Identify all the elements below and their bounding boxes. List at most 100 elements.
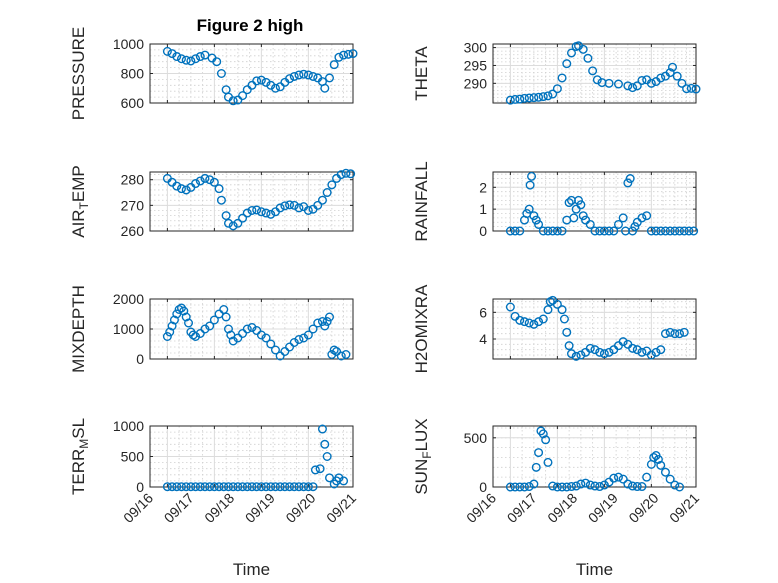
subplot-h2omixra: 4 6 H2OMIXRA bbox=[412, 284, 697, 373]
rainfall-axes-bg bbox=[493, 172, 696, 231]
h2omixra-point bbox=[656, 345, 666, 355]
sun_flux-point bbox=[613, 472, 623, 482]
terr_msl-point bbox=[242, 482, 252, 492]
air_temp-point bbox=[303, 205, 313, 215]
air_temp-axes-bg bbox=[150, 172, 353, 231]
rainfall-axes-box bbox=[492, 171, 697, 232]
rainfall-point bbox=[531, 215, 541, 225]
pressure-point bbox=[191, 54, 201, 64]
theta-ytick-label: 290 bbox=[464, 75, 488, 91]
terr_msl-point bbox=[181, 482, 191, 492]
terr_msl-point bbox=[209, 482, 219, 492]
mixdepth-point bbox=[317, 317, 327, 327]
rainfall-point bbox=[628, 226, 638, 236]
mixdepth-point bbox=[247, 323, 257, 333]
rainfall-point bbox=[689, 226, 699, 236]
h2omixra-point bbox=[519, 317, 529, 327]
theta-point bbox=[592, 75, 602, 85]
sun_flux-point bbox=[543, 457, 553, 467]
mixdepth-point bbox=[303, 330, 313, 340]
subplot-mixdepth: 0 1000 2000 MIXDEPTH bbox=[69, 285, 354, 373]
air_temp-point bbox=[275, 203, 285, 213]
sun_flux-point bbox=[576, 479, 586, 489]
air_temp-point bbox=[216, 195, 226, 205]
pressure-point bbox=[339, 50, 349, 60]
air_temp-ylabel-part: AIR bbox=[69, 209, 88, 237]
pressure-point bbox=[176, 54, 186, 64]
pressure-point bbox=[242, 85, 252, 95]
sun_flux-point bbox=[538, 429, 548, 439]
pressure-ylabel: PRESSURE bbox=[69, 27, 88, 121]
terr_msl-ylabel-subscript: M bbox=[77, 439, 91, 449]
terr_msl-point bbox=[200, 482, 210, 492]
pressure-point bbox=[275, 82, 285, 92]
sun_flux-point bbox=[505, 482, 515, 492]
h2omixra-point bbox=[646, 350, 656, 360]
mixdepth-point bbox=[341, 350, 351, 360]
pressure-point bbox=[238, 91, 248, 101]
h2omixra-point bbox=[599, 349, 609, 359]
pressure-point bbox=[266, 80, 276, 90]
sun_flux-point bbox=[618, 474, 628, 484]
theta-point bbox=[672, 71, 682, 81]
h2omixra-ytick-label: 4 bbox=[479, 331, 487, 347]
h2omixra-point bbox=[543, 305, 553, 315]
rainfall-point bbox=[604, 226, 614, 236]
h2omixra-axes-box bbox=[492, 298, 697, 360]
sun_flux-point bbox=[524, 482, 534, 492]
theta-point bbox=[524, 93, 534, 103]
pressure-point bbox=[186, 56, 196, 66]
pressure-point bbox=[247, 80, 257, 90]
mixdepth-point bbox=[223, 324, 233, 334]
sun_flux-point bbox=[585, 480, 595, 490]
theta-point bbox=[632, 81, 642, 91]
mixdepth-point bbox=[261, 333, 271, 343]
theta-point bbox=[691, 84, 701, 94]
rainfall-point bbox=[660, 226, 670, 236]
rainfall-point bbox=[651, 226, 661, 236]
mixdepth-point bbox=[332, 347, 342, 357]
terr_msl-point bbox=[223, 482, 233, 492]
sun_flux-point bbox=[670, 480, 680, 490]
rainfall-point bbox=[524, 204, 534, 214]
theta-point bbox=[656, 73, 666, 83]
rainfall-point bbox=[670, 226, 680, 236]
air_temp-point bbox=[261, 208, 271, 218]
rainfall-point bbox=[630, 222, 640, 232]
terr_msl-point bbox=[228, 482, 238, 492]
terr_msl-point bbox=[195, 482, 205, 492]
air_temp-point bbox=[233, 218, 243, 228]
rainfall-point bbox=[548, 226, 558, 236]
mixdepth-point bbox=[162, 332, 172, 342]
sun_flux-point bbox=[562, 482, 572, 492]
sun_flux-point bbox=[541, 435, 551, 445]
air_temp-point bbox=[209, 177, 219, 187]
h2omixra-point bbox=[665, 327, 675, 337]
theta-point bbox=[548, 89, 558, 99]
sun_flux-point bbox=[595, 482, 605, 492]
h2omixra-point bbox=[604, 347, 614, 357]
theta-point bbox=[686, 83, 696, 93]
h2omixra-point bbox=[670, 329, 680, 339]
terr_msl-point bbox=[172, 482, 182, 492]
rainfall-point bbox=[505, 226, 515, 236]
h2omixra-point bbox=[590, 345, 600, 355]
terr_msl-point bbox=[270, 482, 280, 492]
h2omixra-point bbox=[515, 315, 525, 325]
mixdepth-point bbox=[252, 326, 262, 336]
terr_msl-point bbox=[322, 452, 332, 462]
sun_flux-xlabel: Time bbox=[576, 560, 613, 579]
terr_msl-point bbox=[191, 482, 201, 492]
rainfall-point bbox=[564, 198, 574, 208]
air_temp-point bbox=[285, 200, 295, 210]
air_temp-point bbox=[256, 207, 266, 217]
air_temp-point bbox=[172, 181, 182, 191]
air_temp-point bbox=[191, 179, 201, 189]
h2omixra-point bbox=[571, 351, 581, 361]
air_temp-point bbox=[242, 208, 252, 218]
air_temp-point bbox=[221, 211, 231, 221]
h2omixra-point bbox=[524, 318, 534, 328]
air_temp-point bbox=[181, 185, 191, 195]
terr_msl-ytick-label: 0 bbox=[136, 479, 144, 495]
theta-ytick-label: 295 bbox=[464, 57, 488, 73]
